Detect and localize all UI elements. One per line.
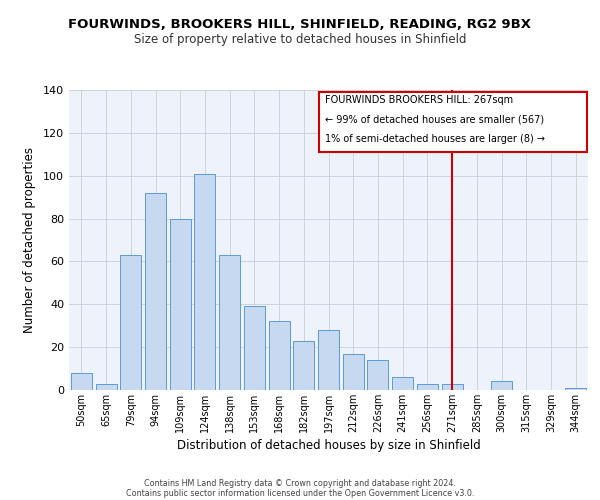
- Text: ← 99% of detached houses are smaller (567): ← 99% of detached houses are smaller (56…: [325, 114, 544, 124]
- Bar: [194, 174, 215, 390]
- Bar: [491, 382, 512, 390]
- Bar: [293, 340, 314, 390]
- Bar: [392, 377, 413, 390]
- Text: FOURWINDS, BROOKERS HILL, SHINFIELD, READING, RG2 9BX: FOURWINDS, BROOKERS HILL, SHINFIELD, REA…: [68, 18, 532, 30]
- Bar: [565, 388, 586, 390]
- Bar: [318, 330, 339, 390]
- Y-axis label: Number of detached properties: Number of detached properties: [23, 147, 36, 333]
- Bar: [170, 218, 191, 390]
- Bar: [442, 384, 463, 390]
- Text: 1% of semi-detached houses are larger (8) →: 1% of semi-detached houses are larger (8…: [325, 134, 545, 144]
- Text: Contains public sector information licensed under the Open Government Licence v3: Contains public sector information licen…: [126, 488, 474, 498]
- Bar: [219, 255, 240, 390]
- Bar: [145, 193, 166, 390]
- Bar: [71, 373, 92, 390]
- Bar: [244, 306, 265, 390]
- X-axis label: Distribution of detached houses by size in Shinfield: Distribution of detached houses by size …: [176, 439, 481, 452]
- Bar: [343, 354, 364, 390]
- Text: Size of property relative to detached houses in Shinfield: Size of property relative to detached ho…: [134, 32, 466, 46]
- Bar: [95, 384, 116, 390]
- Bar: [367, 360, 388, 390]
- Text: FOURWINDS BROOKERS HILL: 267sqm: FOURWINDS BROOKERS HILL: 267sqm: [325, 96, 513, 106]
- Bar: [269, 322, 290, 390]
- Bar: [417, 384, 438, 390]
- Bar: [120, 255, 141, 390]
- Bar: [319, 92, 587, 152]
- Text: Contains HM Land Registry data © Crown copyright and database right 2024.: Contains HM Land Registry data © Crown c…: [144, 478, 456, 488]
